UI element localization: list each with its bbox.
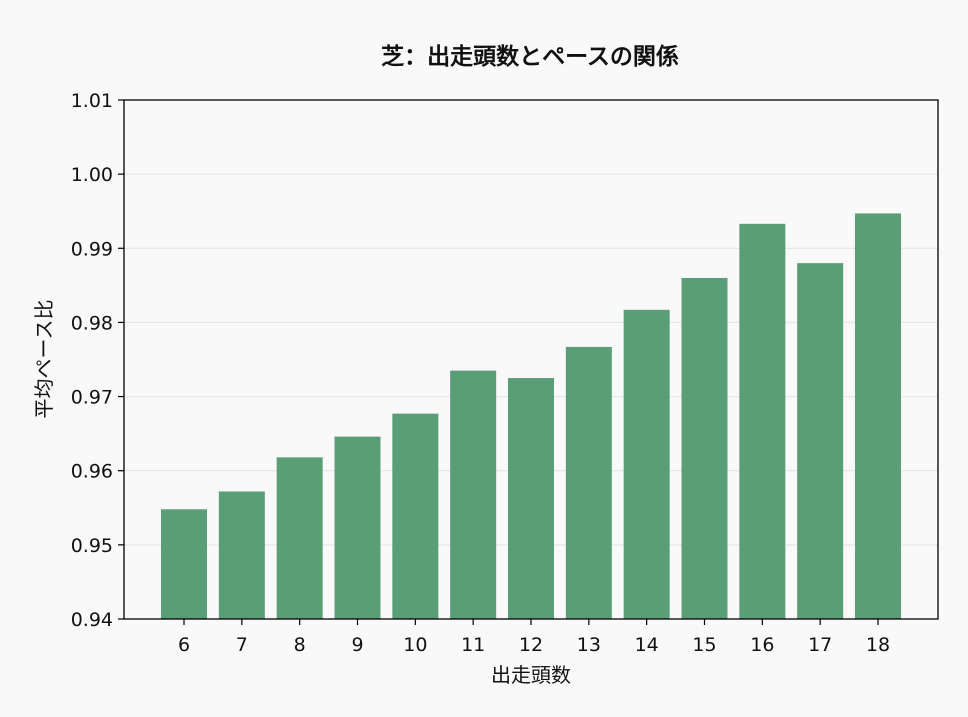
bar-16	[739, 223, 786, 619]
y-tick-label: 0.97	[71, 387, 113, 409]
y-tick-label: 0.94	[71, 609, 113, 631]
bars	[161, 213, 901, 619]
x-tick-label: 6	[178, 634, 190, 656]
bar-14	[623, 309, 670, 619]
bar-12	[508, 378, 554, 619]
x-tick-label: 15	[692, 634, 716, 656]
y-tick-label: 1.00	[71, 164, 113, 186]
y-tick-label: 0.99	[71, 238, 113, 260]
bar-6	[161, 509, 207, 619]
x-tick-label: 16	[750, 634, 774, 656]
bar-7	[218, 491, 265, 619]
x-tick-label: 8	[294, 634, 306, 656]
x-tick-label: 13	[577, 634, 601, 656]
x-tick-label: 18	[866, 634, 890, 656]
chart-title: 芝：出走頭数とペースの関係	[381, 44, 679, 70]
x-tick-label: 14	[635, 634, 659, 656]
bar-8	[276, 457, 323, 619]
y-tick-label: 0.95	[71, 535, 113, 557]
x-tick-label: 12	[519, 634, 543, 656]
y-axis-ticks: 0.94 0.95 0.96 0.97 0.98 0.99 1.00 1.01	[71, 90, 124, 631]
x-axis-ticks: 6 7 8 9 10 11 12 13 14 15 16 17 18	[178, 619, 890, 656]
x-tick-label: 10	[403, 634, 427, 656]
x-tick-label: 9	[351, 634, 363, 656]
bar-10	[392, 413, 439, 619]
y-tick-label: 0.98	[71, 312, 113, 334]
x-tick-label: 7	[236, 634, 248, 656]
bar-17	[797, 263, 844, 619]
x-axis-label: 出走頭数	[491, 663, 571, 687]
y-axis-label: 平均ペース比	[32, 300, 56, 419]
x-tick-label: 11	[461, 634, 485, 656]
bar-9	[334, 436, 381, 619]
bar-13	[565, 346, 612, 619]
bar-11	[450, 370, 497, 619]
y-tick-label: 1.01	[71, 90, 113, 112]
x-tick-label: 17	[808, 634, 832, 656]
bar-15	[681, 277, 728, 619]
y-tick-label: 0.96	[71, 461, 113, 483]
bar-18	[855, 213, 901, 619]
